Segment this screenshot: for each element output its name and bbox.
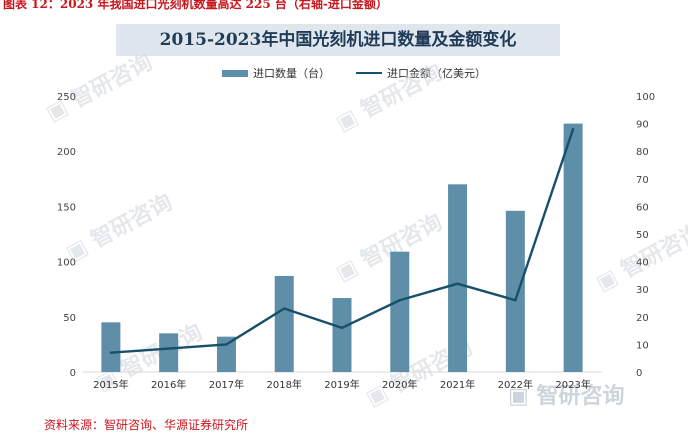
figure-caption: 图表 12：2023 年我国进口光刻机数量高达 225 台（右轴-进口金额） (3, 0, 388, 11)
legend-item-bar: 进口数量（台） (222, 65, 330, 81)
source-note: 资料来源：智研咨询、华源证券研究所 (44, 418, 249, 432)
legend-swatch-bar (222, 69, 248, 77)
legend-swatch-line (356, 72, 382, 74)
chart-legend: 进口数量（台） 进口金额（亿美元） (0, 63, 688, 83)
watermark-logo-bottom: ▣ 智研咨询 (508, 384, 625, 409)
legend-item-line: 进口金额（亿美元） (356, 65, 486, 81)
legend-label-amount: 进口金额（亿美元） (387, 67, 486, 80)
chart-title: 2015-2023年中国光刻机进口数量及金额变化 (116, 24, 560, 56)
legend-label-quantity: 进口数量（台） (253, 67, 330, 80)
